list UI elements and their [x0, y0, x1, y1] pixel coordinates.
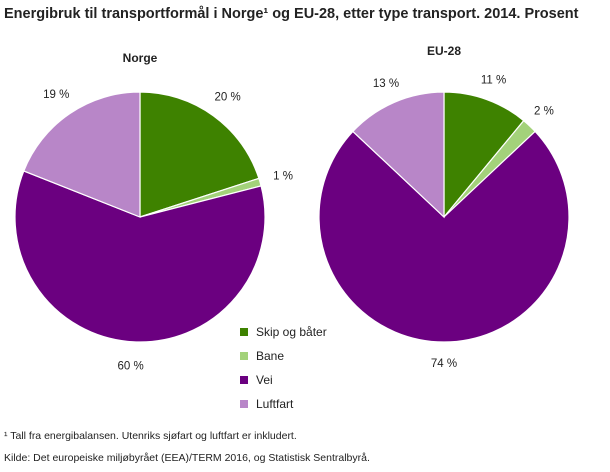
- slice-label-norge-bane: 1 %: [273, 170, 293, 182]
- slice-label-eu28-skip-og-bater: 11 %: [481, 75, 506, 87]
- slice-label-eu28-bane: 2 %: [534, 106, 554, 118]
- slice-eu28-luftfart: [352, 91, 445, 219]
- pie-title-eu28: EU-28: [427, 44, 461, 58]
- slice-label-norge-vei: 60 %: [117, 361, 143, 373]
- legend-label-luftfart: Luftfart: [256, 397, 294, 411]
- slice-label-eu28-luftfart: 13 %: [373, 78, 399, 90]
- slice-eu28-vei: [318, 130, 570, 343]
- footnote: ¹ Tall fra energibalansen. Utenriks sjøf…: [4, 430, 297, 442]
- legend-label-skip-og-bater: Skip og båter: [256, 325, 327, 339]
- legend: Skip og båter Bane Vei Luftfart: [240, 325, 327, 411]
- chart-title: Energibruk til transportformål i Norge¹ …: [4, 6, 579, 22]
- slice-eu28-skip-og-bater: [443, 91, 525, 219]
- slice-label-eu28-vei: 74 %: [431, 358, 457, 370]
- legend-swatch-skip-og-bater: [240, 328, 248, 336]
- pie-norge: 20 % 1 % 60 % 19 %: [14, 89, 293, 373]
- pie-title-norge: Norge: [123, 51, 158, 65]
- slice-norge-vei: [14, 170, 266, 343]
- legend-swatch-bane: [240, 352, 248, 360]
- slice-label-norge-skip-og-bater: 20 %: [214, 92, 240, 104]
- pie-eu28: 11 % 2 % 74 % 13 %: [318, 75, 570, 370]
- source-note: Kilde: Det europeiske miljøbyrået (EEA)/…: [4, 452, 370, 464]
- slice-label-norge-luftfart: 19 %: [43, 89, 69, 101]
- slice-norge-luftfart: [23, 91, 141, 218]
- slice-norge-skip-og-bater: [139, 91, 260, 218]
- legend-label-bane: Bane: [256, 349, 284, 363]
- legend-label-vei: Vei: [256, 373, 273, 387]
- legend-swatch-luftfart: [240, 400, 248, 408]
- legend-swatch-vei: [240, 376, 248, 384]
